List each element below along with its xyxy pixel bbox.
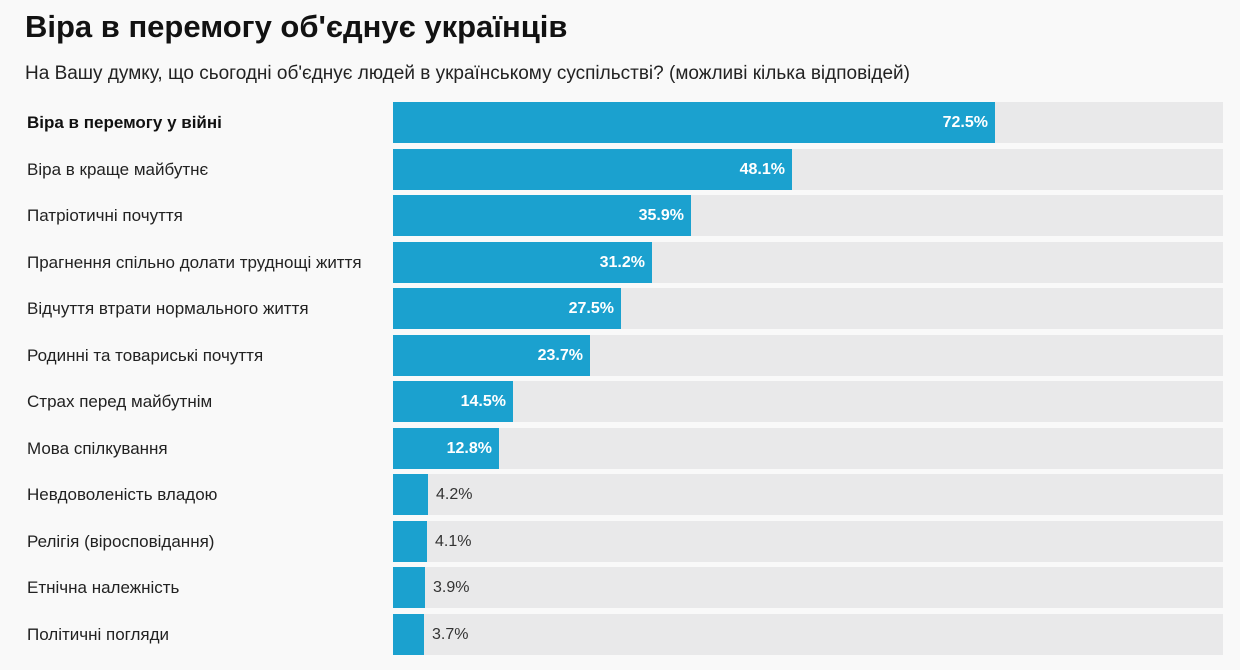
bar-track: 31.2% [393, 241, 1223, 283]
data-label: 48.1% [739, 160, 785, 178]
data-label: 31.2% [599, 253, 645, 271]
chart-subtitle: На Вашу думку, що сьогодні об'єднує люде… [25, 63, 910, 84]
bar-row: Віра в перемогу у війні 72.5% [0, 102, 1240, 143]
data-label: 4.2% [436, 486, 473, 503]
bar-track: 35.9% [393, 195, 1223, 236]
bar-row: Віра в краще майбутнє 48.1% [0, 148, 1240, 190]
bar-track: 12.8% [393, 427, 1223, 469]
category-label: Відчуття втрати нормального життя [27, 299, 309, 318]
category-label: Віра в перемогу у війні [27, 113, 222, 132]
chart-title: Віра в перемогу об'єднує українців [25, 9, 568, 44]
bar-track: 48.1% [393, 148, 1223, 190]
bar [393, 567, 425, 608]
bar-row: Прагнення спільно долати труднощі життя 3… [0, 241, 1240, 283]
category-label: Родинні та товариські почуття [27, 345, 264, 365]
category-label: Страх перед майбутнім [27, 392, 213, 411]
bar-row: Страх перед майбутнім 14.5% [0, 381, 1240, 422]
bar [393, 520, 427, 562]
data-label: 3.7% [432, 625, 469, 643]
data-label: 27.5% [568, 300, 614, 317]
category-label: Невдоволеність владою [27, 485, 218, 504]
data-label: 14.5% [460, 393, 506, 410]
bar [393, 381, 513, 422]
data-label: 4.1% [435, 532, 472, 550]
bar [393, 474, 428, 515]
bar-chart: Віра в перемогу у війні 72.5% Віра в краще… [0, 102, 1240, 660]
bar-track: 4.1% [393, 520, 1223, 562]
data-label: 72.5% [942, 114, 988, 131]
bar-track: 4.2% [393, 474, 1223, 515]
bar [393, 195, 691, 236]
bar-row: Родинні та товариські почуття 23.7% [0, 334, 1240, 376]
category-label: Мова спілкування [27, 438, 168, 458]
category-label: Прагнення спільно долати труднощі життя [27, 252, 362, 272]
data-label: 12.8% [446, 439, 492, 457]
bar [393, 241, 652, 283]
bar-row: Релігія (віросповідання) 4.1% [0, 520, 1240, 562]
bar-row: Мова спілкування 12.8% [0, 427, 1240, 469]
bar [393, 288, 621, 329]
bar-track: 14.5% [393, 381, 1223, 422]
bar [393, 613, 424, 655]
data-label: 23.7% [537, 346, 583, 364]
bar-track: 27.5% [393, 288, 1223, 329]
bar [393, 148, 792, 190]
bar-row: Невдоволеність владою 4.2% [0, 474, 1240, 515]
data-label: 35.9% [638, 207, 684, 224]
bar-track: 3.9% [393, 567, 1223, 608]
bar [393, 102, 995, 143]
data-label: 3.9% [433, 579, 470, 596]
category-label: Віра в краще майбутнє [27, 159, 209, 179]
bar [393, 334, 590, 376]
bar-track: 72.5% [393, 102, 1223, 143]
category-label: Релігія (віросповідання) [27, 531, 215, 551]
category-label: Патріотичні почуття [27, 206, 183, 225]
bar-track: 23.7% [393, 334, 1223, 376]
bar [393, 427, 499, 469]
bar-row: Відчуття втрати нормального життя 27.5% [0, 288, 1240, 329]
bar-row: Політичні погляди 3.7% [0, 613, 1240, 655]
bar-row: Етнічна належність 3.9% [0, 567, 1240, 608]
bar-track: 3.7% [393, 613, 1223, 655]
category-label: Політичні погляди [27, 624, 170, 644]
bar-row: Патріотичні почуття 35.9% [0, 195, 1240, 236]
category-label: Етнічна належність [27, 578, 180, 597]
